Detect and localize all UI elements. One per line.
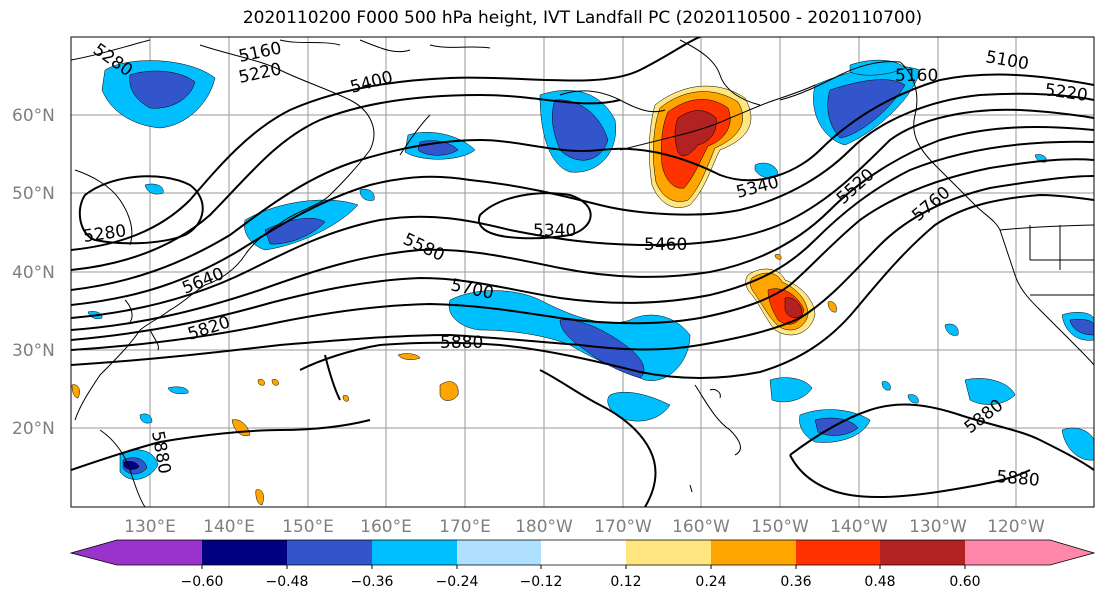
colorbar-tick: 0.48 — [864, 574, 895, 590]
colorbar-tick: −0.24 — [436, 574, 479, 590]
colorbar-segment — [796, 540, 880, 565]
lat-label: 30°N — [12, 341, 55, 361]
colorbar-segment — [880, 540, 965, 565]
lon-label: 150°E — [282, 517, 334, 537]
colorbar: −0.60 −0.48 −0.36 −0.24 −0.12 0.12 0.24 … — [69, 539, 1096, 590]
lon-label: 140°W — [830, 517, 888, 537]
colorbar-tick: −0.12 — [520, 574, 563, 590]
latitude-labels: 60°N 50°N 40°N 30°N 20°N — [12, 106, 55, 439]
lon-label: 140°E — [203, 517, 255, 537]
colorbar-tick: −0.36 — [351, 574, 394, 590]
ivt-negative-shading — [87, 59, 1094, 480]
colorbar-segment — [965, 540, 1094, 565]
lon-label: 160°E — [360, 517, 412, 537]
contour-label: 5160 — [895, 66, 938, 86]
height-contours — [71, 37, 1094, 507]
contour-label: 5880 — [440, 333, 483, 353]
lon-label: 120°W — [987, 517, 1045, 537]
contour-label: 5460 — [644, 235, 687, 255]
lon-label: 150°W — [751, 517, 809, 537]
colorbar-tick: 0.36 — [780, 574, 811, 590]
lat-label: 60°N — [12, 106, 55, 126]
colorbar-segment — [287, 540, 372, 565]
contour-label: 5880 — [996, 467, 1041, 491]
colorbar-segment — [202, 540, 287, 565]
lon-label: 180°W — [515, 517, 573, 537]
colorbar-segment — [626, 540, 711, 565]
longitude-labels: 130°E 140°E 150°E 160°E 170°E 180°W 170°… — [124, 517, 1045, 537]
colorbar-segment — [711, 540, 796, 565]
colorbar-tick: 0.24 — [695, 574, 726, 590]
colorbar-segment — [372, 540, 457, 565]
lat-label: 20°N — [12, 419, 55, 439]
lon-label: 130°W — [909, 517, 967, 537]
map-title: 2020110200 F000 500 hPa height, IVT Land… — [242, 8, 923, 28]
contour-label: 5340 — [533, 221, 576, 241]
ivt-positive-shading — [71, 85, 837, 506]
colorbar-segment — [541, 540, 626, 565]
colorbar-segment — [71, 540, 202, 565]
lat-label: 50°N — [12, 184, 55, 204]
lon-label: 130°E — [124, 517, 176, 537]
colorbar-tick: −0.48 — [266, 574, 309, 590]
map-border — [70, 36, 1095, 508]
colorbar-segment — [457, 540, 541, 565]
lat-label: 40°N — [12, 263, 55, 283]
lon-label: 170°W — [594, 517, 652, 537]
lon-label: 170°E — [439, 517, 491, 537]
lon-label: 160°W — [672, 517, 730, 537]
colorbar-tick: 0.12 — [610, 574, 641, 590]
coastlines — [71, 39, 1094, 507]
colorbar-tick: 0.60 — [949, 574, 980, 590]
colorbar-outline — [69, 539, 1096, 566]
colorbar-tick: −0.60 — [181, 574, 224, 590]
